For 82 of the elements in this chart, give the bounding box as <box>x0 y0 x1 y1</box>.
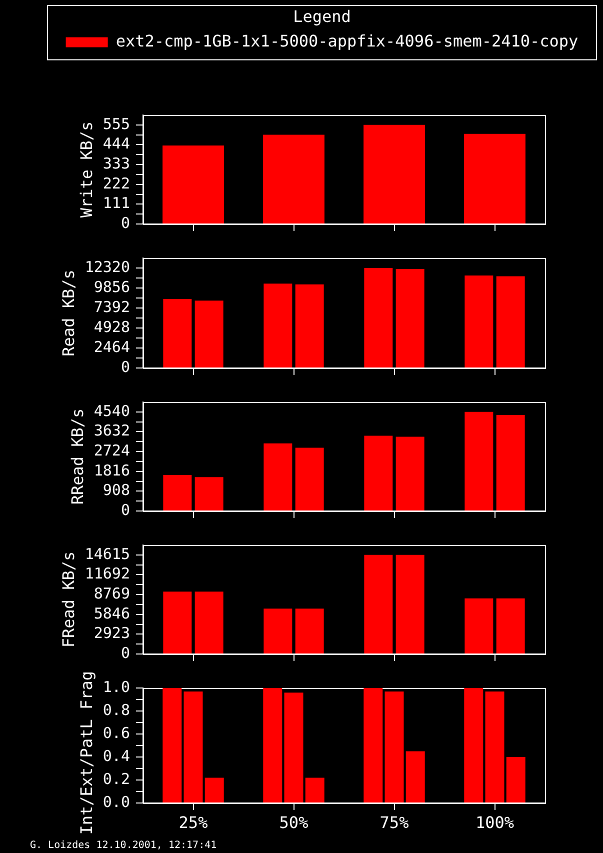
y-tick-label: 2464 <box>94 338 130 356</box>
y-tick-label: 7392 <box>94 298 130 316</box>
y-tick-label: 9856 <box>94 278 130 296</box>
y-tick-label: 0 <box>120 214 130 232</box>
bar <box>264 608 292 654</box>
y-tick-label: 0 <box>120 358 130 376</box>
bar <box>364 436 393 510</box>
bar <box>194 477 224 510</box>
bar <box>406 751 425 802</box>
bar <box>184 691 203 802</box>
bar <box>162 145 224 224</box>
y-tick-label: 1816 <box>94 461 130 480</box>
y-tick-label: 2923 <box>94 624 130 642</box>
y-tick-label: 0 <box>120 500 130 519</box>
legend-title: Legend <box>293 7 351 26</box>
bar <box>194 300 224 368</box>
y-tick-label: 11692 <box>84 564 130 583</box>
y-tick-label: 1.0 <box>102 678 130 696</box>
y-tick-label: 0 <box>120 644 130 662</box>
bar <box>284 692 304 802</box>
bar <box>264 443 292 510</box>
bar <box>464 412 494 510</box>
bar <box>496 276 525 368</box>
bar <box>364 554 393 654</box>
y-tick-label: 14615 <box>84 544 130 563</box>
y-axis-title: Int/Ext/PatL Frag <box>77 670 96 835</box>
bar <box>364 268 393 368</box>
bar <box>295 448 324 510</box>
y-tick-label: 555 <box>102 114 130 133</box>
y-tick-label: 4928 <box>94 318 130 336</box>
text: G. Loizdes 12.10.2001, 12:17:41 <box>30 840 217 851</box>
bar <box>396 436 424 510</box>
y-axis-title: FRead KB/s <box>59 551 78 648</box>
y-tick-label: 111 <box>102 194 130 212</box>
bar <box>305 778 324 802</box>
y-tick-label: 222 <box>102 174 130 192</box>
bar <box>163 474 192 510</box>
y-tick-label: 12320 <box>84 258 130 276</box>
bar <box>263 134 324 224</box>
y-tick-label: 0.4 <box>102 746 130 765</box>
bar <box>485 691 504 802</box>
bar <box>464 134 526 224</box>
bar <box>396 554 424 654</box>
bar <box>396 268 424 368</box>
x-tick-label: 100% <box>475 812 514 832</box>
bar <box>496 598 525 654</box>
bar <box>162 688 182 802</box>
y-tick-label: 444 <box>102 134 130 153</box>
bar <box>163 592 192 654</box>
bar <box>364 124 425 224</box>
x-tick-label: 50% <box>279 812 309 832</box>
y-tick-label: 0.2 <box>102 770 130 788</box>
bar <box>364 688 383 802</box>
x-tick-label: 25% <box>178 812 208 832</box>
y-tick-label: 2724 <box>94 441 130 460</box>
y-tick-label: 5846 <box>94 604 130 622</box>
bar <box>496 414 525 510</box>
legend-label: ext2-cmp-1GB-1x1-5000-appfix-4096-smem-2410-copy <box>116 31 579 50</box>
y-axis-title: RRead KB/s <box>68 408 88 505</box>
y-axis-title: Write KB/s <box>77 121 96 218</box>
bar <box>264 284 292 368</box>
y-tick-label: 908 <box>102 481 130 500</box>
bar <box>295 284 324 368</box>
bar <box>464 275 494 368</box>
bar <box>194 592 224 654</box>
bar <box>464 688 484 802</box>
y-tick-label: 0.0 <box>102 792 130 811</box>
x-tick-label: 75% <box>380 812 410 832</box>
bar <box>163 299 192 368</box>
bar <box>204 778 224 802</box>
y-tick-label: 3632 <box>94 422 130 440</box>
bar <box>295 608 324 654</box>
y-tick-label: 0.8 <box>102 700 130 719</box>
bar <box>464 598 494 654</box>
bar <box>384 691 404 802</box>
bar <box>263 688 282 802</box>
y-tick-label: 0.6 <box>102 724 130 742</box>
bar <box>506 757 526 802</box>
y-tick-label: 4540 <box>94 402 130 420</box>
y-tick-label: 333 <box>102 154 130 172</box>
y-axis-title: Read KB/s <box>59 270 78 356</box>
y-tick-label: 8769 <box>94 584 130 602</box>
